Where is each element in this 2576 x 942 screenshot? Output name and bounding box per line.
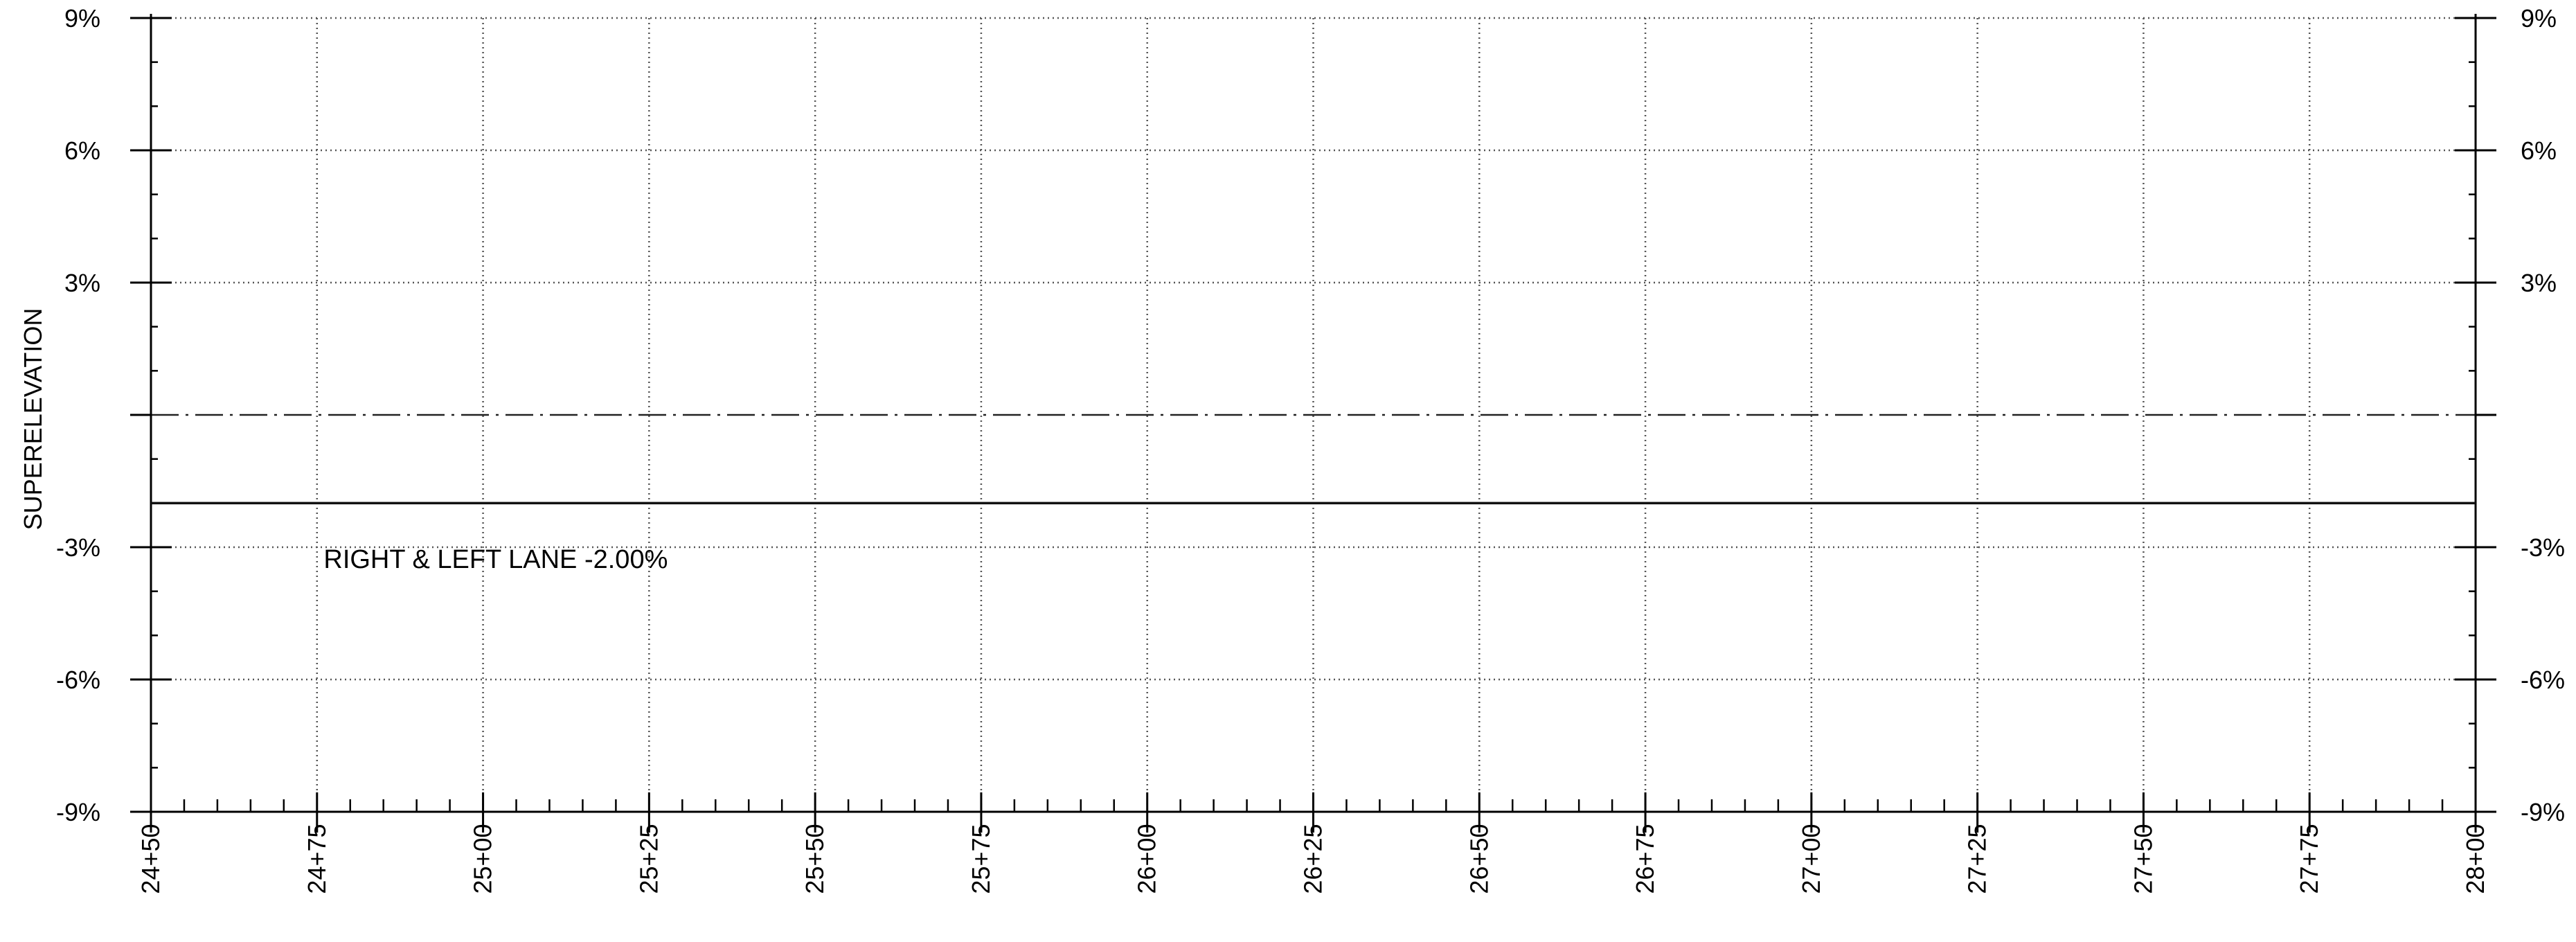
x-tick-label: 24+75 <box>303 824 331 894</box>
y-tick-label-left: -9% <box>56 798 100 826</box>
label-layer: 9% 9% 6% 6% 3% 3% -3% -3% -6% -6% -9% -9% 24+50 24+75… <box>56 4 2565 894</box>
y-tick-label-right: -3% <box>2521 533 2565 562</box>
series-annotation: RIGHT & LEFT LANE -2.00% <box>323 545 668 574</box>
y-tick-label-left: 3% <box>64 269 100 297</box>
x-tick-label: 27+00 <box>1797 824 1825 894</box>
y-tick-label-left: 6% <box>64 136 100 165</box>
x-tick-label: 24+50 <box>136 824 165 894</box>
y-tick-label-left: -6% <box>56 666 100 694</box>
y-tick-label-left: 9% <box>64 4 100 33</box>
x-tick-label: 25+50 <box>800 824 829 894</box>
x-tick-label: 27+50 <box>2129 824 2157 894</box>
y-tick-label-left: -3% <box>56 533 100 562</box>
x-tick-label: 25+75 <box>967 824 995 894</box>
y-tick-label-right: -6% <box>2521 666 2565 694</box>
y-tick-label-right: 3% <box>2521 269 2557 297</box>
y-tick-label-right: 9% <box>2521 4 2557 33</box>
x-tick-label: 26+50 <box>1465 824 1493 894</box>
y-axis-title: SUPERELEVATION <box>19 308 47 531</box>
grid-layer <box>151 17 2476 812</box>
x-tick-label: 28+00 <box>2461 824 2489 894</box>
x-tick-label: 25+25 <box>634 824 663 894</box>
x-tick-label: 27+75 <box>2295 824 2323 894</box>
x-tick-label: 27+25 <box>1963 824 1992 894</box>
y-tick-label-right: 6% <box>2521 136 2557 165</box>
x-tick-label: 25+00 <box>469 824 497 894</box>
x-tick-label: 26+00 <box>1133 824 1161 894</box>
x-tick-label: 26+75 <box>1631 824 1659 894</box>
axis-layer <box>130 14 2496 833</box>
x-tick-label: 26+25 <box>1299 824 1327 894</box>
y-tick-label-right: -9% <box>2521 798 2565 826</box>
